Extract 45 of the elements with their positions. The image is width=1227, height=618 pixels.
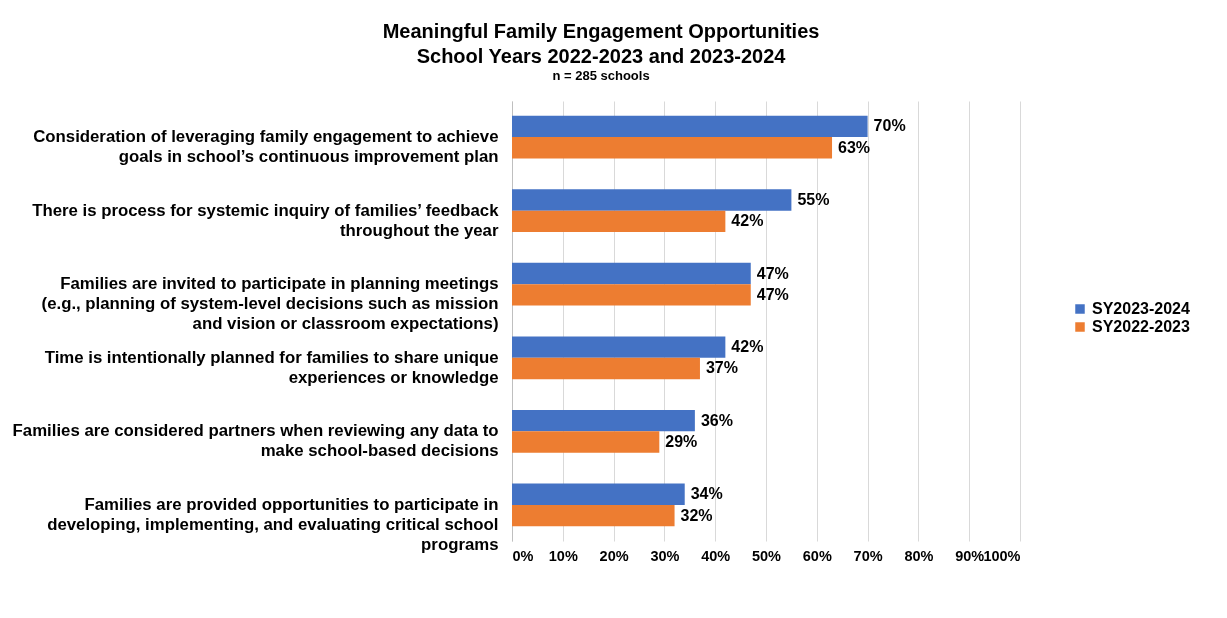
x-tick-label: 100% xyxy=(983,547,1021,564)
bar xyxy=(512,336,726,358)
bar xyxy=(512,504,675,527)
y-tick-label: Families are provided opportunities to participate in developing, implementing, and evaluating critical school programs xyxy=(47,494,499,554)
y-tick-label: Families are invited to participate in planning meetings (e.g., planning of system-level decisions such as mission and vision or classroom expectations) xyxy=(41,274,499,334)
x-tick-label: 50% xyxy=(751,547,782,564)
y-tick-label: Families are considered partners when reviewing any data to make school-based decisions xyxy=(12,421,499,461)
bar xyxy=(512,284,751,306)
y-tick-label: Consideration of leveraging family engagement to achieve goals in school’s continuous improvement plan xyxy=(33,127,499,167)
bar xyxy=(512,410,695,432)
data-label: 32% xyxy=(680,506,713,524)
data-label: 36% xyxy=(700,411,733,429)
x-tick-label: 80% xyxy=(904,547,934,564)
x-tick-label: 30% xyxy=(650,547,680,564)
x-tick-label: 0% xyxy=(512,547,534,564)
bar xyxy=(512,483,685,505)
legend-label: SY2022-2023 xyxy=(1092,318,1190,335)
bar xyxy=(512,137,833,159)
data-label: 42% xyxy=(731,338,764,356)
bar xyxy=(512,357,700,380)
y-tick-label: There is process for systemic inquiry of families’ feedback throughout the year xyxy=(32,200,500,240)
data-label: 42% xyxy=(731,212,764,230)
data-label: 47% xyxy=(756,285,789,303)
x-tick-label: 40% xyxy=(701,547,731,564)
x-tick-label: 10% xyxy=(548,547,578,564)
data-label: 34% xyxy=(690,485,723,503)
y-tick-label: Time is intentionally planned for families to share unique experiences or knowledge xyxy=(44,347,499,387)
bar xyxy=(512,115,868,138)
chart-subtitle: n = 285 schools xyxy=(552,68,650,83)
data-label: 70% xyxy=(873,117,906,135)
data-label: 29% xyxy=(665,433,698,451)
bar xyxy=(512,431,660,453)
data-label: 63% xyxy=(838,138,871,156)
x-tick-label: 20% xyxy=(599,547,629,564)
bar xyxy=(512,262,751,285)
x-tick-label: 90% xyxy=(955,547,985,564)
legend-label: SY2023-2024 xyxy=(1092,300,1190,317)
data-label: 55% xyxy=(797,190,830,208)
bar xyxy=(512,189,792,211)
x-tick-label: 70% xyxy=(853,547,883,564)
chart-title: Meaningful Family Engagement Opportunities School Years 2022-2023 and 2023-2024 xyxy=(382,20,820,67)
data-label: 47% xyxy=(756,264,789,282)
data-label: 37% xyxy=(705,359,738,377)
x-tick-label: 60% xyxy=(802,547,832,564)
bar xyxy=(512,210,726,232)
